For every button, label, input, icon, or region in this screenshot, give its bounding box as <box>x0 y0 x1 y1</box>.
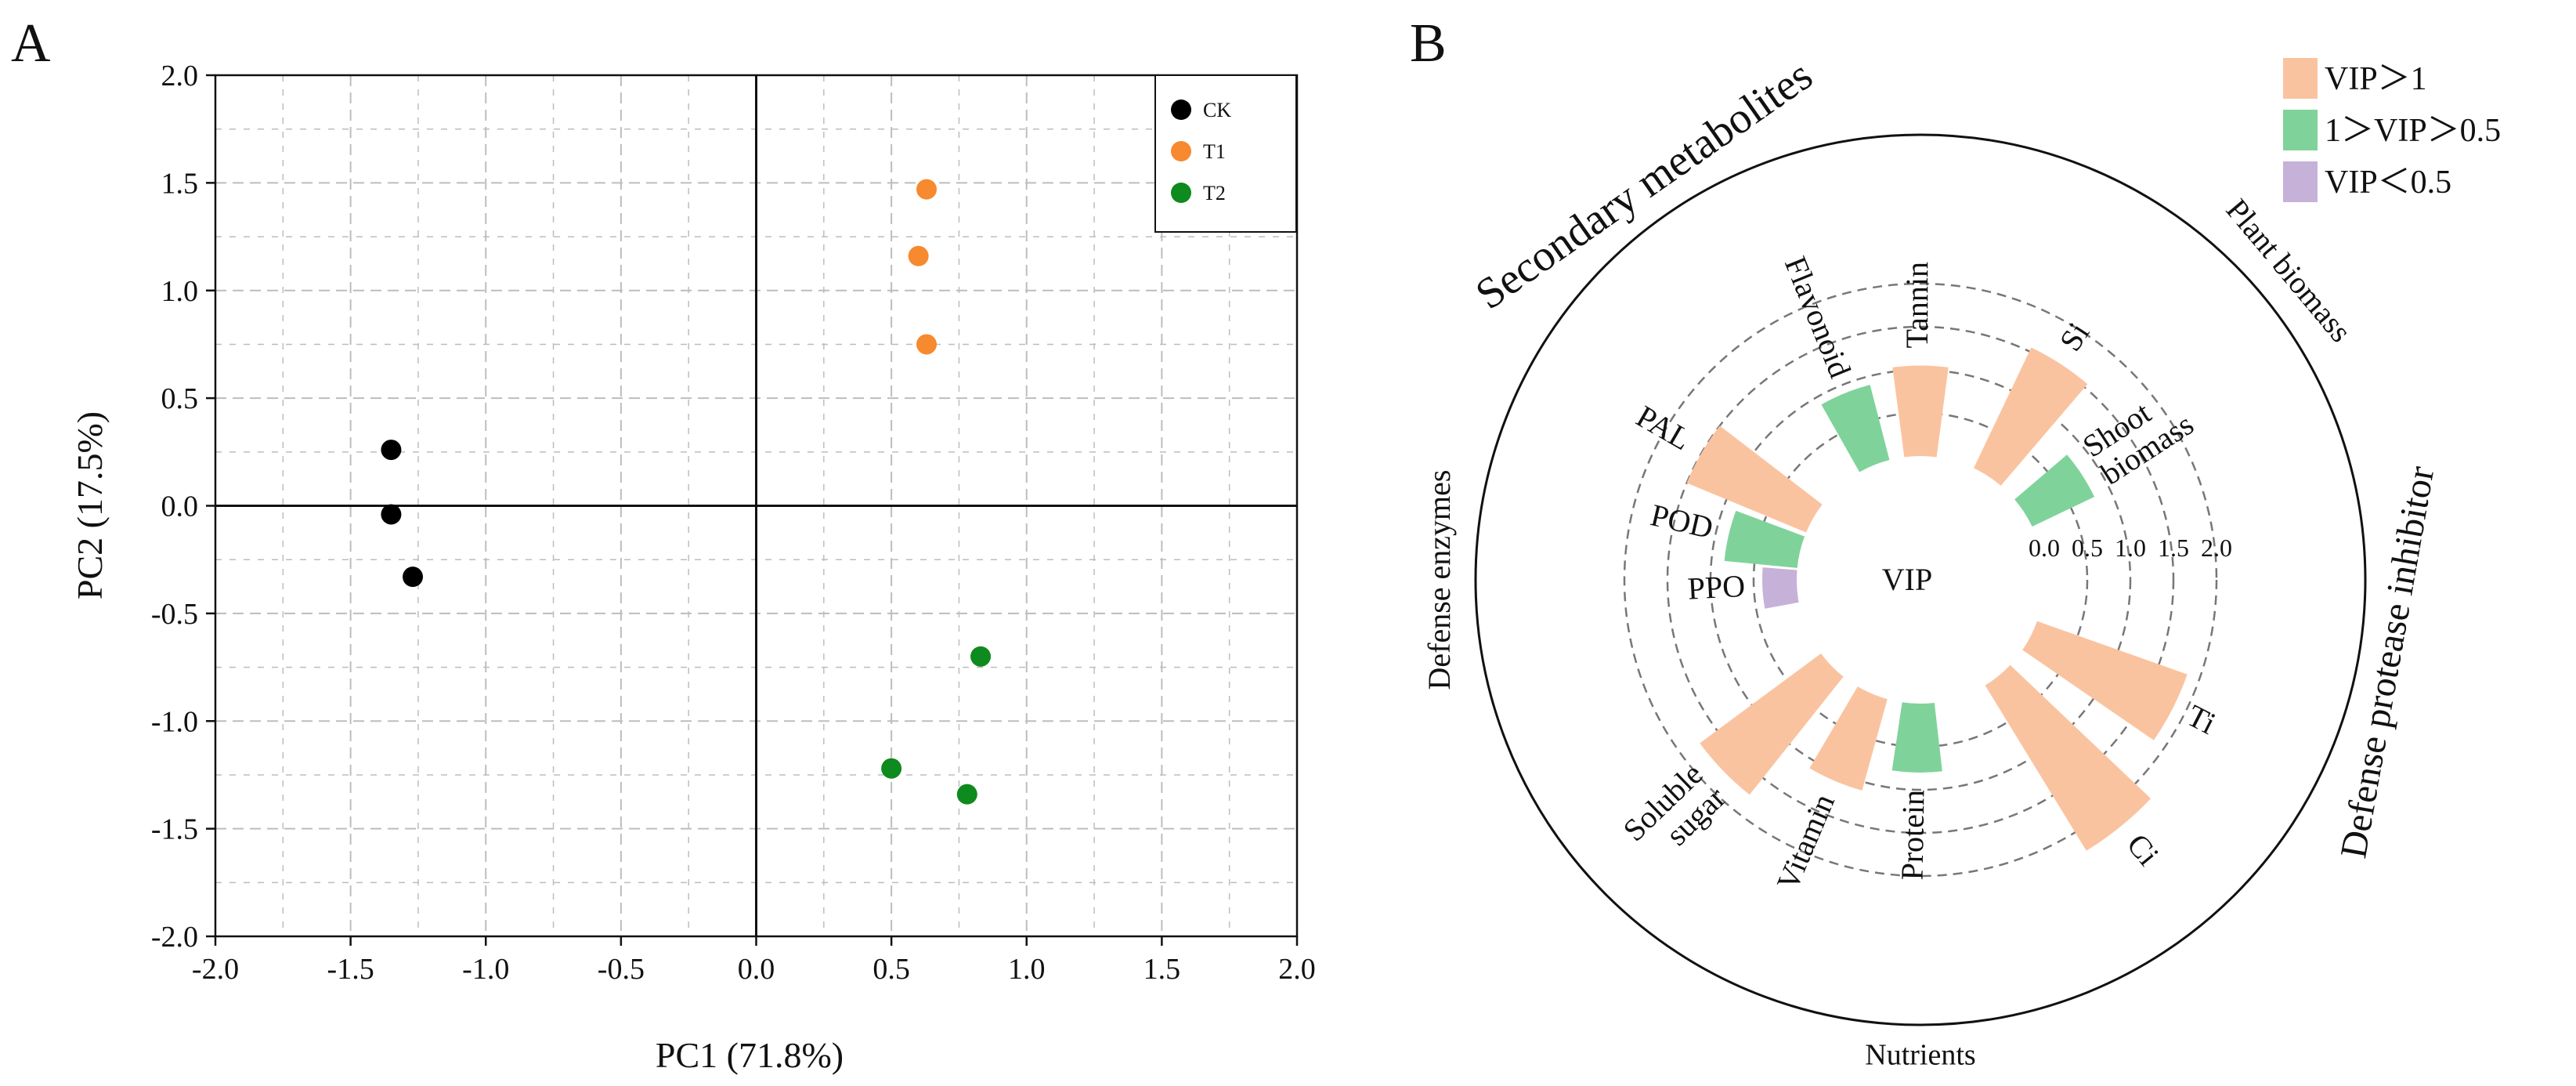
point-ck <box>381 504 402 525</box>
point-ck <box>403 567 424 588</box>
x-tick-label: 0.0 <box>738 953 775 986</box>
x-tick-label: 2.0 <box>1278 953 1316 986</box>
y-tick-label: 2.0 <box>161 60 199 92</box>
vip-bar-label-tannin: Tannin <box>1899 262 1935 349</box>
y-tick-label: -2.0 <box>151 921 198 954</box>
radial-tick-label: 0.0 <box>2029 534 2060 562</box>
vip-legend-label: VIP＞1 <box>2325 61 2427 97</box>
x-tick-label: -1.5 <box>327 953 374 986</box>
y-tick-label: 1.0 <box>161 275 199 308</box>
panel-letter-b: B <box>1410 13 1447 74</box>
point-t2 <box>956 784 977 805</box>
point-ck <box>381 440 402 461</box>
vip-bar-label-protein: Protein <box>1894 789 1931 880</box>
legend-marker-t2 <box>1171 183 1191 203</box>
radial-ring <box>1623 282 2218 878</box>
vip-bar-vitamin <box>1809 686 1888 791</box>
pca-axes <box>214 74 1299 938</box>
polar-center-label: VIP <box>1882 562 1932 597</box>
vip-bar-label-vitamin: Vitamin <box>1769 789 1841 896</box>
pca-legend: CK T1 T2 <box>1154 74 1297 233</box>
y-tick-label: 0.0 <box>161 491 199 523</box>
vip-legend-label: 1＞VIP＞0.5 <box>2325 113 2501 149</box>
point-t2 <box>881 758 902 779</box>
radial-tick-label: 2.0 <box>2201 534 2232 562</box>
vip-legend: VIP＞1 1＞VIP＞0.5 VIP＜0.5 <box>2283 58 2501 202</box>
point-t1 <box>916 179 938 200</box>
x-tick-label: 0.5 <box>873 953 910 986</box>
vip-bar-ti <box>2022 621 2188 740</box>
polar-bars <box>1686 347 2188 851</box>
panel-letter-a: A <box>11 13 51 74</box>
pca-points <box>381 179 992 805</box>
vip-legend-swatch <box>2283 161 2318 202</box>
vip-bar-tannin <box>1892 365 1949 458</box>
vip-legend-swatch <box>2283 58 2318 99</box>
y-tick-label: 1.5 <box>161 167 199 200</box>
vip-bar-ppo <box>1762 567 1799 609</box>
vip-bar-label-pod: POD <box>1647 497 1716 545</box>
polar-radial-tick-labels: 0.0 0.5 1.0 1.5 2.0 <box>2029 534 2232 562</box>
x-tick-label: -0.5 <box>598 953 645 986</box>
vip-bar-si <box>1974 347 2088 486</box>
pca-y-axis-label: PC2 (17.5%) <box>70 411 110 599</box>
legend-label-t2: T2 <box>1203 182 1226 205</box>
polar-outer-circle <box>1474 133 2367 1026</box>
group-label: Defense protease inhibitor <box>2332 463 2442 861</box>
vip-legend-label: VIP＜0.5 <box>2325 165 2451 201</box>
vip-bar-pod <box>1724 510 1805 568</box>
vip-bar-shoot-biomass <box>2014 454 2095 527</box>
legend-marker-ck <box>1171 100 1191 120</box>
vip-polar-bar-chart: Tannin SiShootbiomassTiCiProteinVitaminSo… <box>1422 51 2501 1072</box>
vip-bar-label-ti: Ti <box>2181 697 2221 741</box>
x-tick-label: 1.5 <box>1143 953 1181 986</box>
vip-bar-flavonoid <box>1821 385 1890 472</box>
radial-tick-label: 0.5 <box>2072 534 2103 562</box>
pca-tick-labels: -2.0 -1.5 -1.0 -0.5 0.0 0.5 1.0 1.5 2.0 -2.0 -1.5 -… <box>151 60 1316 986</box>
pca-x-axis-label: PC1 (71.8%) <box>656 1035 844 1075</box>
y-tick-label: -0.5 <box>151 598 198 631</box>
point-t1 <box>916 334 938 355</box>
group-label: Secondary metabolites <box>1467 51 1821 319</box>
legend-label-ck: CK <box>1203 99 1231 121</box>
radial-tick-label: 1.0 <box>2115 534 2146 562</box>
legend-marker-t1 <box>1171 141 1191 161</box>
legend-label-t1: T1 <box>1203 140 1226 163</box>
group-label: Nutrients <box>1865 1039 1975 1072</box>
vip-bar-label-soluble-sugar: Solublesugar <box>1617 756 1732 872</box>
vip-bar-label-si: Si <box>2052 316 2096 357</box>
vip-bar-soluble-sugar <box>1700 653 1844 795</box>
vip-bar-protein <box>1891 702 1942 773</box>
x-tick-label: 1.0 <box>1008 953 1046 986</box>
vip-bar-pal <box>1686 425 1823 533</box>
vip-bar-label-ci: Ci <box>2120 827 2166 872</box>
y-tick-label: 0.5 <box>161 382 199 415</box>
point-t2 <box>970 646 992 667</box>
vip-bar-label-ppo: PPO <box>1687 568 1747 606</box>
vip-bar-ci <box>1985 664 2151 851</box>
radial-tick-label: 1.5 <box>2158 534 2189 562</box>
vip-legend-swatch <box>2283 110 2318 150</box>
x-tick-label: -2.0 <box>192 953 239 986</box>
vip-bar-label-pal: PAL <box>1631 398 1697 457</box>
radial-ring <box>1666 325 2175 834</box>
y-tick-label: -1.5 <box>151 813 198 846</box>
x-tick-label: -1.0 <box>462 953 509 986</box>
point-t1 <box>908 245 929 266</box>
y-tick-label: -1.0 <box>151 705 198 738</box>
pca-scatter-chart: -2.0 -1.5 -1.0 -0.5 0.0 0.5 1.0 1.5 2.0 -2.0 -1.5 -… <box>70 60 1316 1075</box>
group-label: Defense enzymes <box>1422 470 1457 690</box>
